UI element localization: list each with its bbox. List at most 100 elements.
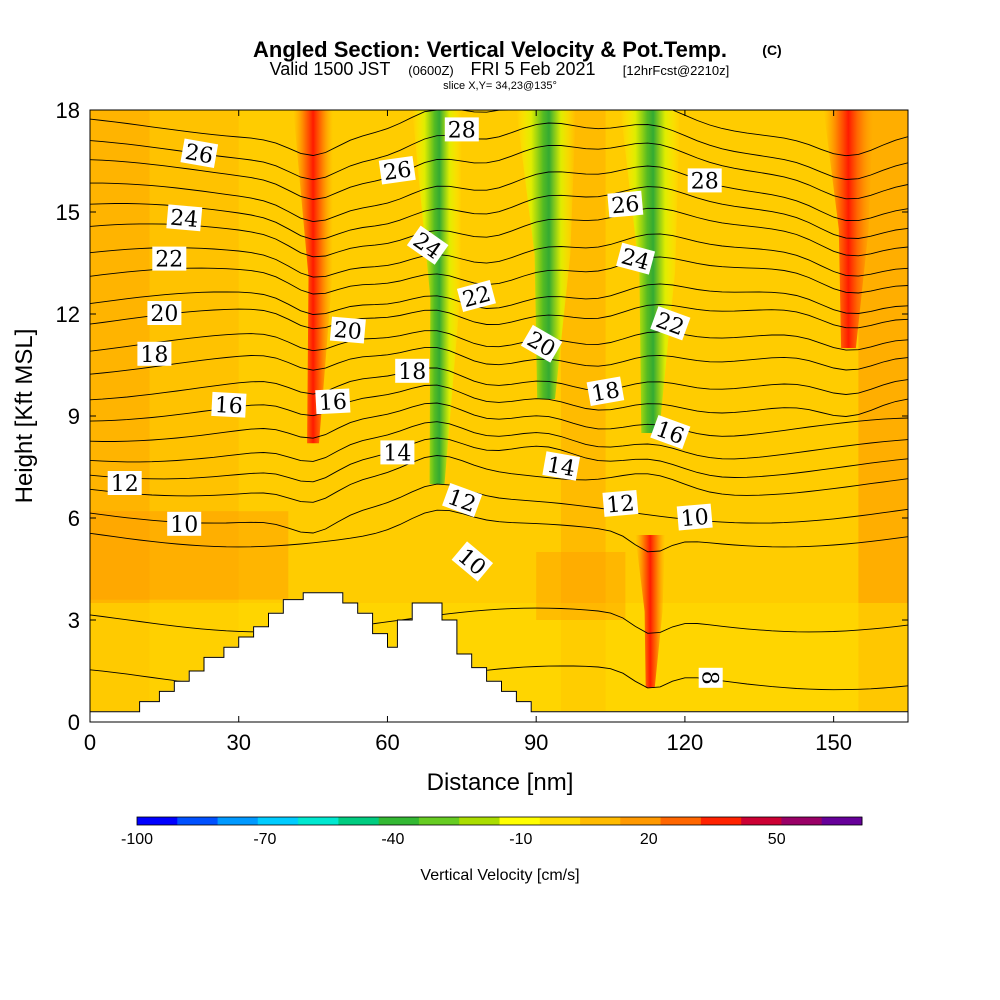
y-tick-label: 6 — [68, 506, 80, 531]
isotherm-23 — [90, 233, 908, 278]
subtitle-utc: (0600Z) — [408, 63, 454, 78]
x-tick-label: 30 — [226, 730, 250, 755]
contour-label-text: 18 — [140, 343, 168, 368]
colorbar-tick-label: -40 — [381, 831, 404, 848]
isotherm-18 — [90, 347, 908, 375]
contour-label-2: 28 — [444, 117, 479, 143]
chart-title-suffix: (C) — [762, 42, 781, 58]
colorbar-swatch — [378, 817, 420, 825]
contour-label-box — [406, 225, 449, 265]
contour-label-box — [586, 376, 625, 406]
contour-label-box — [378, 155, 416, 185]
contour-label-text: 26 — [382, 157, 413, 186]
contour-label-11: 20 — [147, 301, 182, 327]
contour-label-box — [602, 489, 639, 517]
contour-label-text: 20 — [150, 302, 178, 327]
contour-label-1: 26 — [378, 155, 416, 186]
contour-label-box — [147, 301, 182, 325]
contour-label-box — [444, 117, 479, 142]
contour-label-3: 28 — [687, 168, 722, 194]
y-axis: 0 3 6 9 12 15 18 — [56, 98, 908, 735]
contour-label-27: 10 — [676, 503, 713, 532]
colorbar-swatch — [620, 817, 662, 825]
x-axis: 0 30 60 90 120 150 — [84, 110, 852, 755]
contour-label-box — [107, 471, 142, 495]
isotherm-15 — [90, 402, 908, 442]
contour-label-0: 26 — [180, 138, 219, 169]
isotherm-9 — [90, 607, 908, 634]
contour-label-box — [211, 391, 247, 418]
contour-label-box — [650, 414, 691, 450]
y-tick-label: 15 — [56, 200, 80, 225]
y-tick-label: 0 — [68, 710, 80, 735]
contour-label-box — [616, 242, 656, 275]
contour-label-12: 20 — [329, 316, 366, 345]
colorbar-swatch — [257, 817, 299, 825]
x-axis-label: Distance [nm] — [427, 769, 574, 796]
colorbar-swatch — [539, 817, 581, 825]
colorbar: -100 -70 -40 -10 20 50 — [121, 816, 863, 848]
contour-label-text: 28 — [448, 118, 476, 143]
contour-label-box — [542, 451, 580, 481]
colorbar-swatch — [137, 817, 178, 825]
colorbar-swatch — [459, 817, 500, 825]
colorbar-swatch — [217, 817, 259, 825]
colorbar-swatch — [781, 817, 823, 825]
terrain-outline — [90, 592, 908, 713]
chart-title: Angled Section: Vertical Velocity & Pot.… — [253, 37, 727, 62]
colorbar-label: Vertical Velocity [cm/s] — [420, 867, 579, 884]
contour-label-text: 10 — [170, 513, 198, 538]
colorbar-tick-label: -100 — [121, 831, 153, 848]
isotherm-12 — [90, 455, 908, 503]
isotherm-10 — [90, 509, 908, 553]
contour-label-box — [676, 503, 713, 531]
contour-label-box — [442, 482, 483, 518]
contour-label-text: 16 — [318, 390, 347, 416]
colorbar-tick-label: 20 — [640, 831, 658, 848]
subtitle-date: FRI 5 Feb 2021 — [470, 59, 595, 79]
x-tick-label: 60 — [375, 730, 399, 755]
colorbar-frame — [136, 816, 863, 826]
velocity-band-2 — [516, 110, 576, 399]
x-tick-label: 120 — [667, 730, 704, 755]
colorbar-swatch — [338, 817, 380, 825]
isotherm-25 — [90, 186, 908, 241]
y-tick-label: 18 — [56, 98, 80, 123]
contour-label-box — [520, 324, 563, 363]
colorbar-swatch — [177, 817, 219, 825]
contour-label-box — [650, 306, 691, 341]
subtitle-valid: Valid 1500 JST — [270, 59, 391, 79]
velocity-band-3 — [620, 110, 680, 433]
contour-label-text: 26 — [183, 140, 215, 169]
contour-label-box — [607, 190, 644, 218]
subtitle-fcst: [12hrFcst@2210z] — [623, 63, 729, 78]
colorbar-swatch — [580, 817, 621, 825]
contour-label-4: 24 — [166, 204, 203, 233]
contour-label-box — [167, 511, 202, 536]
contour-label-text: 8 — [697, 671, 722, 685]
contour-label-16: 18 — [586, 376, 625, 407]
x-tick-label: 90 — [524, 730, 548, 755]
contour-label-box — [152, 246, 187, 271]
contour-label-box — [380, 440, 415, 465]
isotherm-17 — [90, 367, 908, 401]
contour-label-text: 18 — [590, 378, 622, 407]
contour-label-box — [698, 667, 723, 688]
contour-label-text: 24 — [169, 206, 199, 233]
contour-label-box — [329, 316, 366, 344]
velocity-band-4 — [823, 110, 874, 348]
chart-subtitle: Valid 1500 JST (0600Z) FRI 5 Feb 2021 [1… — [270, 59, 730, 79]
contour-label-20: 14 — [380, 440, 415, 466]
contour-label-text: 26 — [610, 192, 640, 219]
colorbar-swatch — [700, 817, 742, 825]
y-tick-label: 9 — [68, 404, 80, 429]
contour-label-box — [687, 168, 722, 193]
colorbar-tick-label: -10 — [509, 831, 532, 848]
colorbar-tick-label: -70 — [253, 831, 276, 848]
contour-label-text: 20 — [333, 318, 363, 345]
contour-label-text: 22 — [155, 248, 183, 273]
contour-label-text: 12 — [111, 472, 139, 497]
colorbar-swatch — [499, 817, 541, 825]
contour-label-text: 14 — [545, 453, 577, 482]
